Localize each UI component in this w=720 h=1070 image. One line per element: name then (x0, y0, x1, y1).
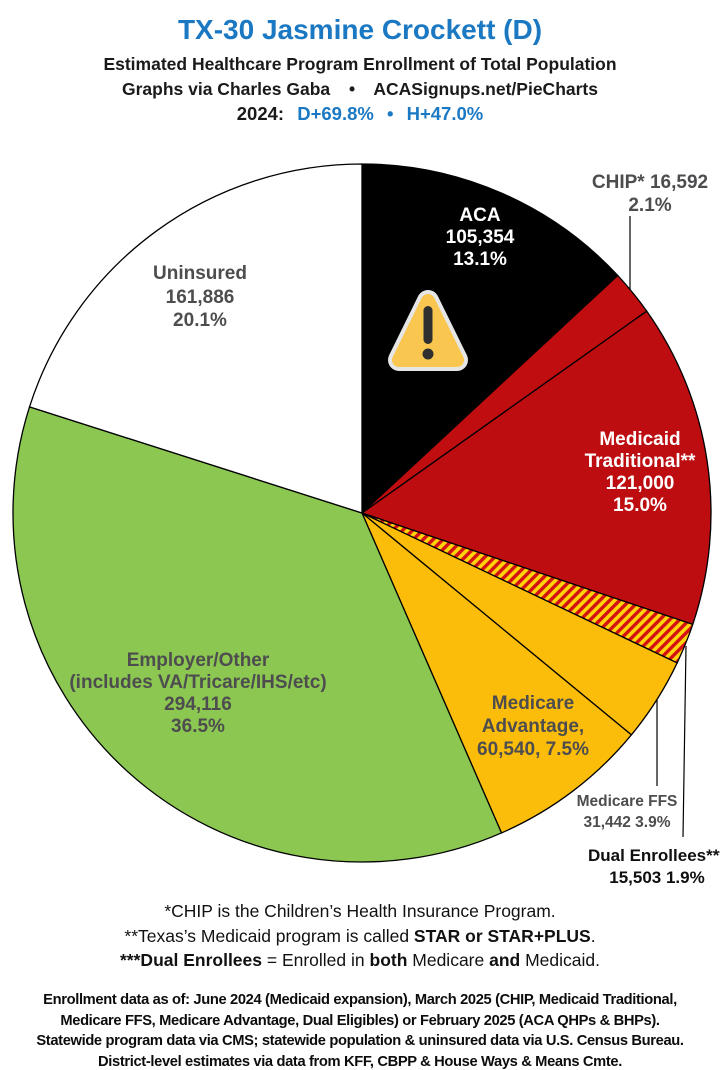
footnote-segment: STAR or STAR+PLUS (413, 925, 591, 946)
footnote-segment: and (489, 950, 521, 970)
credit-line: Graphs via Charles Gaba • ACASignups.net… (0, 79, 720, 100)
slice-label-aca: ACA 105,354 13.1% (446, 205, 515, 271)
exclamation-dot (422, 348, 434, 360)
slice-name-value: CHIP* 16,592 (591, 172, 709, 193)
slice-name: Dual Enrollees*** (588, 846, 720, 865)
pie-slice-uninsured (28, 163, 363, 514)
footnote-chip: *CHIP is the Children’s Health Insurance… (0, 899, 720, 924)
footnote-segment: Medicare (407, 950, 490, 970)
slice-name-detail: (includes VA/Tricare/IHS/etc) (69, 672, 327, 693)
pie-slice-medicare-advantage (361, 512, 633, 834)
warning-icon (388, 290, 468, 371)
footnote-segment: **Texas’s Medicaid program is called (124, 925, 414, 946)
footnote-segment: . (590, 925, 596, 946)
page-title: TX-30 Jasmine Crockett (D) (177, 14, 543, 45)
slice-percent: 2.1% (628, 195, 672, 216)
partisan-metric-president: D+69.8% (297, 103, 374, 124)
slice-percent: 15.0% (613, 495, 667, 516)
slice-name: Medicare (491, 693, 575, 714)
slice-value-percent: 15,503 1.9% (609, 868, 705, 887)
slice-value-percent: 60,540, 7.5% (477, 739, 589, 760)
footnotes: *CHIP is the Children’s Health Insurance… (0, 899, 720, 973)
footnote-dual: ***Dual Enrollees = Enrolled in both Med… (0, 948, 720, 973)
slice-value: 121,000 (605, 473, 675, 494)
slice-label-employer-other: Employer/Other (includes VA/Tricare/IHS/… (69, 650, 326, 738)
slice-label-medicaid-traditional: Medicaid Traditional** 121,000 15.0% (585, 429, 696, 517)
slice-label-medicare-advantage: Medicare Advantage, 60,540, 7.5% (477, 692, 589, 761)
credit-author: Graphs via Charles Gaba (121, 79, 331, 99)
footnote-segment: = Enrolled in (262, 950, 370, 970)
slice-name: Employer/Other (126, 650, 270, 671)
slice-percent: 13.1% (453, 249, 507, 270)
partisan-bullet: • (386, 103, 394, 124)
slice-name: Advantage, (481, 716, 585, 737)
credit-bullet: • (349, 79, 356, 99)
footnote-segment: Medicaid. (520, 950, 600, 970)
slice-label-uninsured: Uninsured 161,886 20.1% (153, 262, 247, 333)
slice-name: Medicare FFS (576, 793, 678, 810)
partisan-lean-line: 2024: D+69.8% • H+47.0% (0, 103, 720, 125)
partisan-metric-house: H+47.0% (406, 103, 484, 124)
source-line: District-level estimates via data from K… (98, 1053, 622, 1070)
callout-leader-lines (629, 216, 687, 838)
slice-percent: 36.5% (171, 716, 225, 737)
footnote-segment: both (369, 950, 408, 970)
slice-value: 161,886 (165, 286, 235, 308)
footnote-segment: *CHIP is the Children’s Health Insurance… (164, 901, 556, 921)
leader-line-dual-enrollees (682, 645, 687, 838)
source-credits: Enrollment data as of: June 2024 (Medica… (0, 990, 720, 1070)
exclamation-bar (423, 306, 433, 344)
slice-label-dual-enrollees: Dual Enrollees*** 15,503 1.9% (588, 845, 720, 889)
chart-subtitle: Estimated Healthcare Program Enrollment … (103, 54, 617, 74)
footnote-segment: ***Dual Enrollees (120, 950, 262, 970)
pie-slice-medicaid-traditional (361, 310, 712, 626)
slice-name: ACA (459, 205, 501, 226)
slice-value: 105,354 (445, 227, 515, 248)
pie-slice-employer-other-includes-va-tricare-ihs-etc (12, 406, 503, 863)
slice-label-medicare-ffs: Medicare FFS 31,442 3.9% (577, 791, 678, 833)
slice-value-percent: 31,442 3.9% (583, 814, 671, 831)
slice-percent: 20.1% (173, 310, 227, 331)
source-line: Enrollment data as of: June 2024 (Medica… (43, 992, 677, 1008)
slice-name: Uninsured (153, 263, 247, 284)
slice-value: 294,116 (164, 694, 232, 715)
footnote-medicaid: **Texas’s Medicaid program is called STA… (0, 924, 720, 949)
pie-slice-aca (361, 163, 619, 514)
partisan-year: 2024: (236, 103, 285, 124)
slice-name: Traditional** (584, 451, 696, 472)
source-line: Medicare FFS, Medicare Advantage, Dual E… (60, 1012, 660, 1029)
slice-name: Medicaid (599, 429, 681, 450)
slice-label-chip: CHIP* 16,592 2.1% (592, 171, 708, 217)
pie-slices (12, 163, 712, 863)
source-line: Statewide program data via CMS; statewid… (36, 1033, 684, 1049)
credit-site: ACASignups.net/PieCharts (373, 79, 598, 99)
